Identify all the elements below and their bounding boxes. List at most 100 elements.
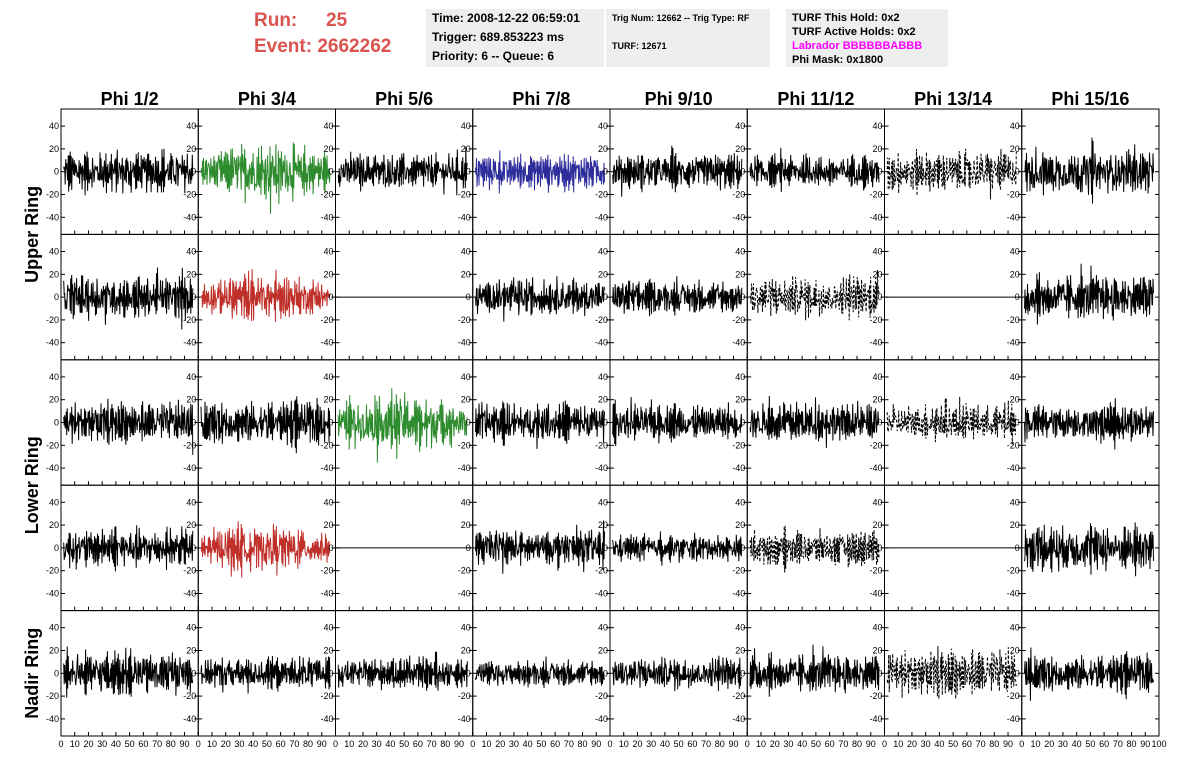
waveform-r1-c5: [749, 269, 880, 321]
x-tick-label-c0-3: 30: [97, 739, 107, 749]
phi-header-1: Phi 3/4: [238, 89, 296, 109]
y-tick-label-r1-c5-3: -20: [732, 315, 745, 325]
x-tick-label-c4-6: 60: [687, 739, 697, 749]
y-tick-label-r2-c7-0: 40: [1010, 372, 1020, 382]
trig-num-text: Trig Num: 12662 -- Trig Type: RF: [612, 13, 750, 23]
waveform-r0-c0: [63, 148, 194, 196]
y-tick-label-r3-c2-4: -40: [320, 589, 333, 599]
y-tick-label-r1-c6-4: -40: [869, 338, 882, 348]
x-tick-label-c4-7: 70: [701, 739, 711, 749]
y-tick-label-r3-c1-4: -40: [183, 589, 196, 599]
x-tick-label-c7-2: 20: [1044, 739, 1054, 749]
y-tick-label-r2-c4-0: 40: [598, 372, 608, 382]
y-tick-label-r2-c7-4: -40: [1007, 463, 1020, 473]
waveform-r4-c3: [475, 656, 605, 689]
y-tick-label-r1-c2-2: 0: [328, 292, 333, 302]
phi-header-4: Phi 9/10: [645, 89, 713, 109]
x-tick-label-c3-0: 0: [470, 739, 475, 749]
panel-frame-r1-c5: [746, 233, 885, 361]
x-tick-label-c4-8: 80: [715, 739, 725, 749]
y-tick-label-r3-c0-3: -20: [46, 566, 59, 576]
turf-active-holds-text: TURF Active Holds: 0x2: [792, 26, 916, 38]
y-tick-label-r1-c0-1: 20: [49, 269, 59, 279]
y-tick-label-r4-c5-1: 20: [735, 646, 745, 656]
y-tick-label-r2-c7-3: -20: [1007, 440, 1020, 450]
time-text: Time: 2008-12-22 06:59:01: [432, 11, 580, 25]
y-tick-label-r3-c5-4: -40: [732, 589, 745, 599]
y-tick-label-r4-c2-0: 40: [323, 623, 333, 633]
y-tick-label-r0-c0-1: 20: [49, 144, 59, 154]
y-tick-label-r0-c3-0: 40: [461, 121, 471, 131]
trig-info-box: Trig Num: 12662 -- Trig Type: RF TURF: 1…: [606, 9, 770, 67]
y-tick-label-r4-c4-3: -20: [595, 691, 608, 701]
phi-header-7: Phi 15/16: [1051, 89, 1129, 109]
phi-mask-text: Phi Mask: 0x1800: [792, 54, 884, 66]
y-tick-label-r2-c6-3: -20: [869, 440, 882, 450]
y-tick-label-r0-c1-4: -40: [183, 212, 196, 222]
y-tick-label-r4-c7-1: 20: [1010, 646, 1020, 656]
y-tick-label-r4-c0-3: -20: [46, 691, 59, 701]
y-tick-label-r3-c1-1: 20: [186, 520, 196, 530]
x-tick-label-c3-8: 80: [578, 739, 588, 749]
y-tick-label-r3-c0-0: 40: [49, 497, 59, 507]
x-tick-label-c5-6: 60: [825, 739, 835, 749]
time-info-box: Time: 2008-12-22 06:59:01 Trigger: 689.8…: [426, 9, 604, 67]
y-tick-label-r2-c2-2: 0: [328, 418, 333, 428]
y-tick-label-r1-c2-0: 40: [323, 247, 333, 257]
x-tick-label-c7-0: 0: [1019, 739, 1024, 749]
y-tick-label-r4-c4-0: 40: [598, 623, 608, 633]
y-tick-label-r2-c7-1: 20: [1010, 395, 1020, 405]
y-tick-label-r2-c5-0: 40: [735, 372, 745, 382]
y-tick-label-r4-c2-2: 0: [328, 668, 333, 678]
y-tick-label-r2-c3-1: 20: [461, 395, 471, 405]
y-tick-label-r4-c1-4: -40: [183, 714, 196, 724]
y-tick-label-r1-c7-1: 20: [1010, 269, 1020, 279]
y-tick-label-r0-c6-1: 20: [872, 144, 882, 154]
y-tick-label-r4-c6-4: -40: [869, 714, 882, 724]
x-tick-label-c3-5: 50: [536, 739, 546, 749]
x-tick-label-c5-1: 10: [756, 739, 766, 749]
ring-label-1: Lower Ring: [22, 436, 42, 534]
y-tick-label-r3-c2-0: 40: [323, 497, 333, 507]
x-tick-label-c6-8: 80: [989, 739, 999, 749]
y-tick-label-r1-c4-2: 0: [603, 292, 608, 302]
y-tick-label-r1-c5-0: 40: [735, 247, 745, 257]
y-tick-label-r0-c4-2: 0: [603, 167, 608, 177]
waveform-r2-c4: [612, 396, 743, 447]
x-tick-label-c1-1: 10: [207, 739, 217, 749]
y-tick-label-r3-c3-1: 20: [461, 520, 471, 530]
y-tick-label-r0-c6-2: 0: [877, 167, 882, 177]
y-tick-label-r0-c6-4: -40: [869, 212, 882, 222]
y-tick-label-r0-c3-1: 20: [461, 144, 471, 154]
x-tick-label-c1-5: 50: [262, 739, 272, 749]
x-tick-label-c4-3: 30: [646, 739, 656, 749]
waveform-r3-c0: [63, 525, 194, 572]
y-tick-label-r4-c2-3: -20: [320, 691, 333, 701]
y-tick-label-r1-c1-2: 0: [191, 292, 196, 302]
x-tick-label-c6-4: 40: [934, 739, 944, 749]
turf-this-hold-text: TURF This Hold: 0x2: [792, 12, 900, 24]
y-tick-label-r2-c1-2: 0: [191, 418, 196, 428]
x-tick-label-c4-4: 40: [660, 739, 670, 749]
y-tick-label-r3-c5-2: 0: [740, 543, 745, 553]
waveform-r0-c5: [749, 147, 880, 193]
y-tick-label-r4-c6-1: 20: [872, 646, 882, 656]
phi-header-3: Phi 7/8: [512, 89, 570, 109]
y-tick-label-r1-c6-3: -20: [869, 315, 882, 325]
y-tick-label-r0-c6-0: 40: [872, 121, 882, 131]
y-tick-label-r2-c0-3: -20: [46, 440, 59, 450]
y-tick-label-r3-c4-1: 20: [598, 520, 608, 530]
phi-header-6: Phi 13/14: [914, 89, 992, 109]
y-tick-label-r0-c1-1: 20: [186, 144, 196, 154]
x-tick-label-c7-3: 30: [1058, 739, 1068, 749]
y-tick-label-r0-c4-1: 20: [598, 144, 608, 154]
y-tick-label-r1-c7-2: 0: [1015, 292, 1020, 302]
y-tick-label-r2-c0-0: 40: [49, 372, 59, 382]
waveform-r4-c2: [337, 651, 468, 691]
waveform-r3-c3: [475, 520, 605, 574]
labrador-text: Labrador BBBBBBABBB: [792, 40, 923, 52]
y-tick-label-r0-c5-0: 40: [735, 121, 745, 131]
panel-frame-r3-c3: [472, 484, 611, 612]
y-tick-label-r0-c1-2: 0: [191, 167, 196, 177]
waveform-r4-c6: [886, 645, 1017, 700]
